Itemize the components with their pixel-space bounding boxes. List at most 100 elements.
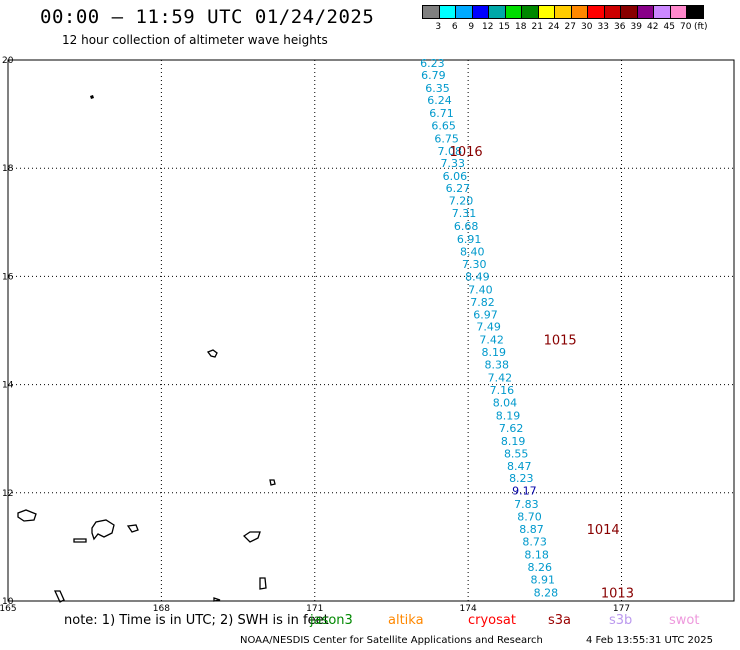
- swh-value: 7.42: [479, 334, 504, 347]
- island: [53, 590, 65, 603]
- satellite-s3a: s3a: [548, 613, 572, 628]
- swh-value: 6.75: [434, 132, 459, 145]
- swh-value: 7.42: [488, 372, 513, 385]
- island: [213, 597, 221, 602]
- legend-swatch: [686, 5, 704, 19]
- swh-value: 6.71: [429, 107, 454, 120]
- island: [91, 519, 115, 541]
- credit-text: NOAA/NESDIS Center for Satellite Applica…: [240, 635, 543, 646]
- swh-value: 7.83: [514, 498, 539, 511]
- legend-swatches: [422, 5, 714, 19]
- swh-value: 7.16: [490, 384, 515, 397]
- generation-timestamp: 4 Feb 13:55:31 UTC 2025: [586, 635, 713, 646]
- satellite-altika: altika: [388, 613, 424, 628]
- lat-tick-label: 18: [2, 164, 14, 174]
- legend-label: 27: [564, 22, 576, 32]
- swh-value: 7.08: [437, 145, 462, 158]
- page-subtitle: 12 hour collection of altimeter wave hei…: [62, 33, 328, 47]
- lon-tick-label: 177: [613, 604, 630, 614]
- swh-value: 8.19: [481, 346, 506, 359]
- coastlines: [17, 95, 276, 603]
- swh-value: 8.91: [531, 573, 556, 586]
- lat-tick-label: 20: [2, 56, 14, 66]
- island: [259, 577, 267, 590]
- swh-value: 7.49: [476, 321, 501, 334]
- swh-value: 6.97: [473, 308, 498, 321]
- legend-label: 9: [468, 22, 475, 32]
- swh-value: 8.55: [504, 447, 529, 460]
- legend-label: 3: [435, 22, 442, 32]
- color-legend: 3 6 9 12 15 18 21 24 27 30 33 36 39 42 45 70 (ft): [422, 5, 714, 32]
- legend-labels: 3 6 9 12 15 18 21 24 27 30 33 36 39 42 45 70 (ft): [422, 22, 714, 32]
- swh-value: 7.62: [499, 422, 524, 435]
- swh-value: 6.79: [421, 69, 446, 82]
- footer-note: note: 1) Time is in UTC; 2) SWH is in fe…: [64, 613, 329, 628]
- legend-label: 21: [531, 22, 543, 32]
- satellite-swot: swot: [669, 613, 700, 628]
- lon-tick-label: 165: [0, 604, 17, 614]
- swh-value: 9.17: [512, 485, 537, 498]
- swh-value: 6.24: [427, 94, 452, 107]
- legend-label: 30: [581, 22, 593, 32]
- swh-value: 8.40: [460, 246, 485, 259]
- lat-tick-label: 10: [2, 597, 14, 607]
- legend-label: 6: [451, 22, 458, 32]
- lat-tick-label: 14: [2, 381, 14, 391]
- swh-value: 7.40: [468, 283, 493, 296]
- swh-value: 8.19: [496, 409, 521, 422]
- lat-tick-label: 12: [2, 489, 13, 499]
- island: [90, 95, 94, 99]
- satellite-s3b: s3b: [609, 613, 633, 628]
- satellite-cryosat: cryosat: [468, 613, 516, 628]
- swh-value: 7.31: [452, 207, 477, 220]
- legend-label: 15: [498, 22, 510, 32]
- swh-value: 7.20: [449, 195, 474, 208]
- island: [269, 479, 276, 486]
- swh-value: 6.68: [454, 220, 479, 233]
- island: [206, 349, 218, 358]
- legend-label: 70: [680, 22, 692, 32]
- legend-label: 42: [647, 22, 659, 32]
- swh-value: 6.23: [420, 57, 445, 70]
- swh-value: 8.47: [507, 460, 532, 473]
- pressure-label: 1014: [587, 523, 620, 538]
- swh-value: 6.35: [425, 82, 450, 95]
- swh-value: 7.82: [470, 296, 495, 309]
- island: [73, 538, 87, 543]
- legend-label: 33: [597, 22, 609, 32]
- lon-tick-label: 168: [153, 604, 170, 614]
- island: [242, 531, 261, 543]
- swh-value: 8.04: [493, 396, 518, 409]
- pressure-labels: 1016 1015 1014 1013: [450, 145, 634, 601]
- graticule: [7, 59, 735, 602]
- axis-labels: 165 168 171 174 177 20 18 16 14 12 10: [0, 56, 630, 614]
- pressure-label: 1016: [450, 145, 483, 160]
- swh-value: 7.30: [462, 258, 487, 271]
- wave-height-track: 6.236.796.356.246.716.656.757.087.336.06…: [420, 57, 558, 599]
- legend-label: 45: [663, 22, 675, 32]
- swh-value: 6.65: [431, 119, 456, 132]
- swh-value: 8.73: [522, 535, 547, 548]
- swh-value: 7.33: [441, 157, 466, 170]
- map-frame: [7, 59, 735, 602]
- legend-label: 24: [548, 22, 560, 32]
- swh-value: 8.18: [524, 548, 549, 561]
- swh-value: 8.49: [465, 270, 490, 283]
- swh-value: 8.19: [501, 435, 526, 448]
- pressure-label: 1015: [544, 334, 577, 349]
- swh-value: 8.70: [517, 511, 542, 524]
- legend-label: (ft): [694, 22, 708, 32]
- swh-value: 6.91: [457, 233, 482, 246]
- island: [17, 509, 37, 522]
- legend-label: 39: [630, 22, 642, 32]
- pressure-label: 1013: [601, 586, 634, 601]
- lat-tick-label: 16: [2, 272, 14, 282]
- swh-value: 8.87: [519, 523, 544, 536]
- satellite-jason3: jason3: [310, 613, 353, 628]
- page-title: 00:00 – 11:59 UTC 01/24/2025: [40, 6, 375, 28]
- swh-value: 8.23: [509, 472, 534, 485]
- swh-value: 8.38: [485, 359, 510, 372]
- lon-tick-label: 174: [460, 604, 477, 614]
- legend-label: 36: [614, 22, 626, 32]
